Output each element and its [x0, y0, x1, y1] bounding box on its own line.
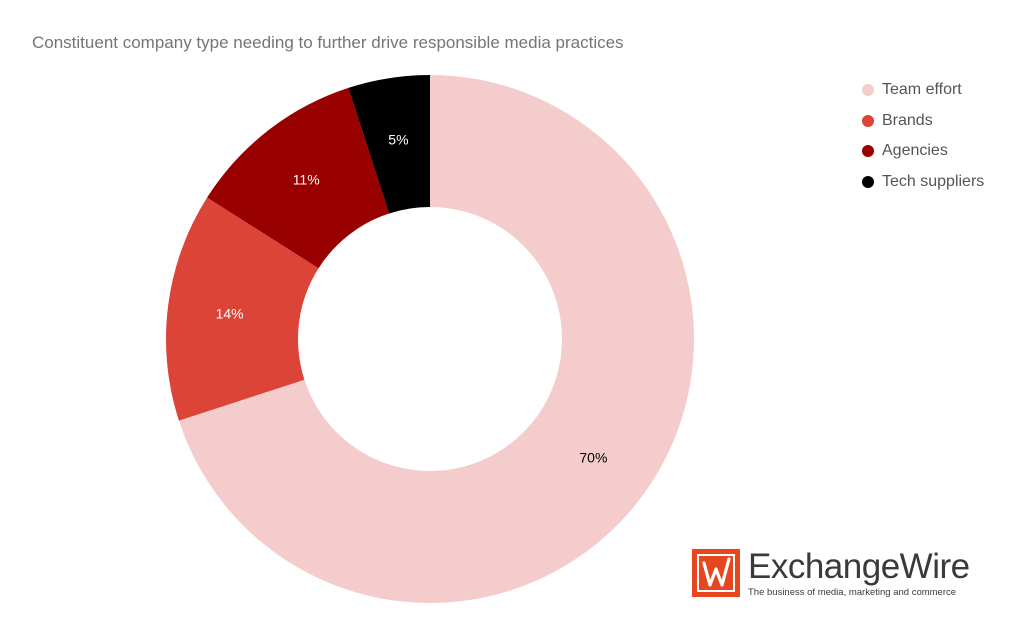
legend-item-brands[interactable]: Brands	[862, 106, 984, 137]
legend-item-tech-suppliers[interactable]: Tech suppliers	[862, 167, 984, 198]
legend-label: Team effort	[882, 81, 962, 99]
logo-tagline: The business of media, marketing and com…	[748, 587, 957, 598]
chart-legend: Team effort Brands Agencies Tech supplie…	[862, 75, 984, 197]
slice-team-effort[interactable]	[178, 75, 694, 603]
slice-label-agencies: 11%	[293, 171, 320, 187]
slice-agencies[interactable]	[207, 87, 390, 269]
slice-label-brands: 14%	[216, 306, 244, 322]
slice-label-team-effort: 70%	[579, 450, 607, 466]
logo-w-icon	[692, 549, 740, 597]
slice-tech-suppliers[interactable]	[348, 75, 430, 214]
logo-word-exchange: Exchange	[748, 547, 900, 586]
legend-item-team-effort[interactable]: Team effort	[862, 75, 984, 106]
exchangewire-logo: ExchangeWire The business of media, mark…	[692, 549, 970, 598]
legend-swatch	[862, 145, 874, 158]
legend-swatch	[862, 175, 874, 188]
legend-item-agencies[interactable]: Agencies	[862, 136, 984, 167]
chart-title: Constituent company type needing to furt…	[32, 33, 624, 52]
slice-brands[interactable]	[166, 197, 319, 421]
legend-swatch	[862, 114, 874, 127]
legend-label: Tech suppliers	[882, 172, 985, 190]
slice-label-tech-suppliers: 5%	[388, 131, 408, 147]
logo-wordmark: ExchangeWire	[748, 549, 970, 585]
legend-label: Brands	[882, 111, 933, 129]
logo-word-wire: Wire	[899, 547, 970, 586]
legend-label: Agencies	[882, 142, 948, 160]
legend-swatch	[862, 84, 874, 97]
